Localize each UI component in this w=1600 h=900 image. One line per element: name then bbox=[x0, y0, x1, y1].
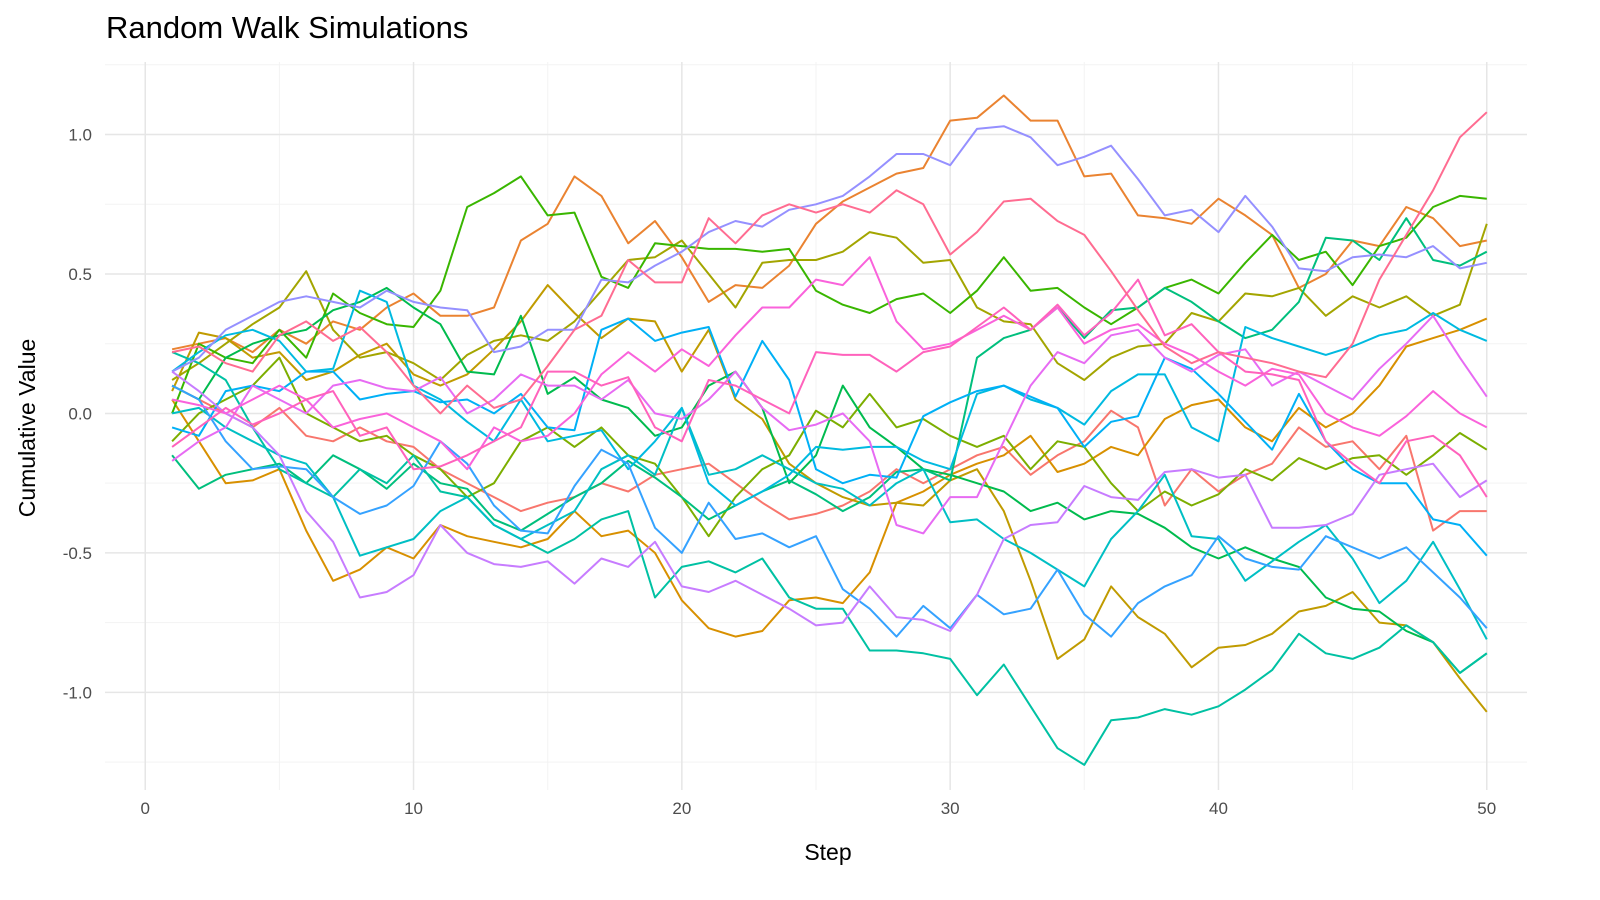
y-tick-label: 1.0 bbox=[68, 126, 92, 145]
y-tick-label: 0.5 bbox=[68, 265, 92, 284]
series-line-sim15 bbox=[171, 125, 1488, 373]
x-tick-label: 0 bbox=[141, 799, 150, 818]
x-tick-label: 40 bbox=[1209, 799, 1228, 818]
series-line-sim4 bbox=[171, 284, 1488, 713]
x-axis-label: Step bbox=[804, 839, 851, 865]
series-line-sim11 bbox=[171, 406, 1488, 640]
x-tick-label: 20 bbox=[672, 799, 691, 818]
series-line-sim8 bbox=[171, 286, 1488, 674]
x-axis-ticks: 0 10 20 30 40 50 bbox=[141, 799, 1497, 818]
series-line-sim19 bbox=[171, 278, 1488, 498]
series-line-sim17 bbox=[171, 314, 1488, 535]
series-line-sim12 bbox=[171, 289, 1488, 507]
series-line-sim13 bbox=[171, 317, 1488, 557]
chart-title: Random Walk Simulations bbox=[106, 10, 469, 45]
y-tick-label: -1.0 bbox=[63, 683, 92, 702]
y-axis-ticks: -1.0 -0.5 0.0 0.5 1.0 bbox=[63, 126, 92, 703]
y-tick-label: -0.5 bbox=[63, 544, 92, 563]
series-line-sim5 bbox=[171, 223, 1488, 381]
y-axis-label: Cumulative Value bbox=[14, 339, 40, 518]
series-line-sim16 bbox=[171, 370, 1488, 632]
series-line-sim20 bbox=[171, 111, 1488, 415]
y-tick-label: 0.0 bbox=[68, 404, 92, 423]
series-line-sim14 bbox=[171, 384, 1488, 638]
series-line-sim10 bbox=[171, 351, 1488, 766]
x-tick-label: 30 bbox=[941, 799, 960, 818]
series-line-sim18 bbox=[171, 256, 1488, 471]
series-lines bbox=[171, 94, 1488, 766]
series-line-sim1 bbox=[171, 384, 1487, 532]
x-tick-label: 50 bbox=[1477, 799, 1496, 818]
series-line-sim9 bbox=[171, 217, 1488, 532]
series-line-sim2 bbox=[171, 94, 1488, 354]
series-line-sim3 bbox=[171, 317, 1488, 638]
x-tick-label: 10 bbox=[404, 799, 423, 818]
series-line-sim7 bbox=[171, 175, 1487, 414]
gridlines bbox=[105, 62, 1527, 790]
